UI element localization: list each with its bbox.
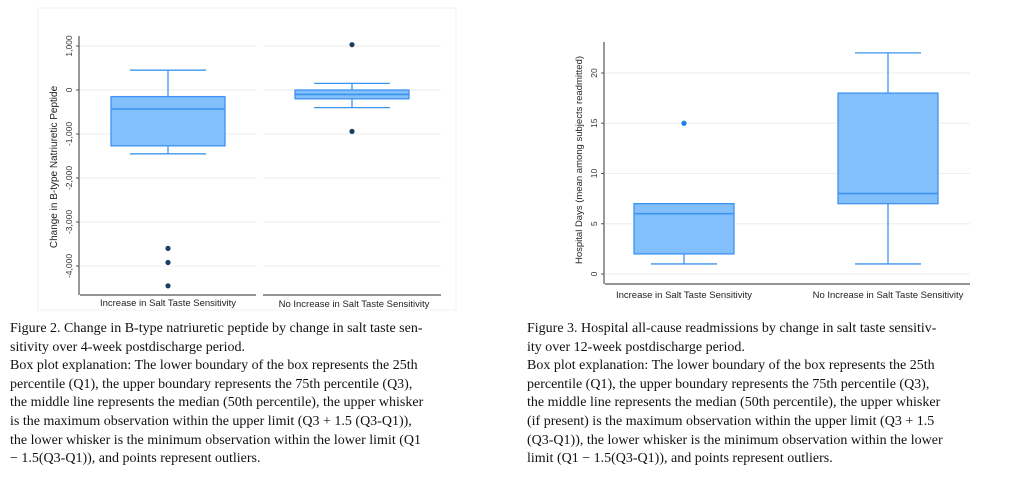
caption-line: is the maximum observation within the up… <box>10 413 412 429</box>
figure3-ylabel: Hospital Days (mean among subjects readm… <box>574 56 585 264</box>
caption-line: (if present) is the maximum observation … <box>527 413 935 429</box>
y-tick-label: -2,000 <box>64 166 74 190</box>
caption-line: percentile (Q1), the upper boundary repr… <box>527 376 930 392</box>
caption-line: Figure 2. Change in B-type natriuretic p… <box>10 321 423 336</box>
figure3-chart: Hospital Days (mean among subjects readm… <box>574 42 970 301</box>
outlier-point <box>349 128 355 134</box>
caption-line: percentile (Q1), the upper boundary repr… <box>10 376 413 392</box>
caption-line: the middle line represents the median (5… <box>527 395 941 411</box>
caption-line: (Q3-Q1)), the lower whisker is the minim… <box>527 432 943 448</box>
outlier-point <box>165 245 171 251</box>
caption-line: ity over 12-week postdischarge period. <box>527 339 745 355</box>
caption-line: limit (Q1 − 1.5(Q3-Q1)), and points repr… <box>527 451 833 467</box>
figure3-xlabel-0: Increase in Salt Taste Sensitivity <box>616 290 752 301</box>
y-tick-label: 15 <box>589 118 599 128</box>
outlier-point <box>681 120 687 126</box>
box-iqr <box>837 92 939 205</box>
figure2-xlabel-1: No Increase in Salt Taste Sensitivity <box>279 299 430 310</box>
caption-line: Figure 3. Hospital all-cause readmission… <box>527 321 937 336</box>
y-tick-label: 20 <box>589 68 599 78</box>
figure2-xlabel-0: Increase in Salt Taste Sensitivity <box>100 298 236 309</box>
outlier-point <box>349 42 355 48</box>
box-iqr <box>633 202 735 255</box>
figure2-caption: Figure 2. Change in B-type natriuretic p… <box>10 320 423 469</box>
y-tick-label: 10 <box>589 169 599 179</box>
figure3-xlabel-1: No Increase in Salt Taste Sensitivity <box>813 290 964 301</box>
y-tick-label: 5 <box>589 221 599 226</box>
caption-line: sitivity over 4-week postdischarge perio… <box>10 339 245 355</box>
outlier-point <box>165 283 171 289</box>
caption-line: Box plot explanation: The lower boundary… <box>10 358 418 374</box>
figure2-chart: Change in B-type Natriuretic Peptide Inc… <box>49 35 441 310</box>
caption-line: − 1.5(Q3-Q1)), and points represent outl… <box>10 451 261 467</box>
caption-line: the middle line represents the median (5… <box>10 395 424 411</box>
caption-line: Box plot explanation: The lower boundary… <box>527 358 935 374</box>
box-iqr <box>110 95 226 147</box>
y-tick-label: -4,000 <box>64 254 74 278</box>
figure3-caption: Figure 3. Hospital all-cause readmission… <box>527 320 943 469</box>
y-tick-label: -3,000 <box>64 210 74 234</box>
outlier-point <box>165 259 171 266</box>
y-tick-label: 0 <box>64 87 74 92</box>
y-tick-label: 1,000 <box>64 35 74 57</box>
y-tick-label: 0 <box>589 271 599 276</box>
caption-line: the lower whisker is the minimum observa… <box>10 432 421 448</box>
y-tick-label: -1,000 <box>64 122 74 146</box>
figure2-frame <box>37 7 457 311</box>
figure2-ylabel: Change in B-type Natriuretic Peptide <box>49 85 60 248</box>
